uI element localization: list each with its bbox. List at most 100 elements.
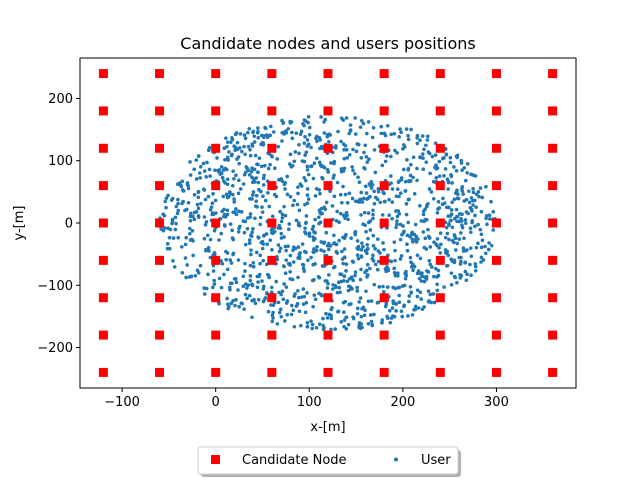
- user-point: [437, 246, 441, 250]
- user-point: [276, 300, 281, 305]
- legend-marker-user: [394, 457, 398, 462]
- user-point: [307, 233, 312, 238]
- user-point: [241, 182, 246, 186]
- user-point: [321, 327, 326, 332]
- user-point: [427, 151, 432, 156]
- user-point: [306, 258, 310, 262]
- user-point: [431, 180, 436, 184]
- user-point: [394, 302, 398, 306]
- user-point: [473, 224, 477, 229]
- user-point: [371, 216, 375, 221]
- user-point: [368, 313, 373, 317]
- user-point: [231, 210, 235, 215]
- user-point: [265, 242, 270, 246]
- user-point: [269, 124, 273, 129]
- user-point: [419, 279, 424, 283]
- user-point: [346, 288, 351, 293]
- user-point: [473, 262, 478, 266]
- user-point: [294, 218, 299, 223]
- user-point: [445, 263, 450, 268]
- user-point: [351, 147, 355, 152]
- user-point: [478, 227, 483, 232]
- user-point: [429, 300, 433, 305]
- user-point: [300, 242, 305, 246]
- user-point: [299, 323, 303, 328]
- user-point: [268, 133, 272, 138]
- user-point: [379, 131, 384, 136]
- user-point: [418, 290, 423, 295]
- user-point: [303, 153, 307, 157]
- user-point: [394, 225, 398, 230]
- user-point: [314, 156, 319, 161]
- user-point: [463, 218, 468, 222]
- user-point: [237, 304, 241, 309]
- user-point: [256, 297, 261, 302]
- user-point: [273, 166, 277, 171]
- user-point: [299, 129, 304, 134]
- user-point: [288, 253, 293, 258]
- user-point: [487, 241, 491, 245]
- user-point: [212, 278, 217, 283]
- user-point: [229, 140, 233, 144]
- user-point: [222, 272, 226, 277]
- y-tick-label: −100: [37, 279, 73, 294]
- user-point: [469, 273, 473, 278]
- user-point: [285, 192, 290, 197]
- user-point: [173, 215, 178, 220]
- user-point: [396, 271, 400, 275]
- user-point: [206, 194, 211, 199]
- user-point: [394, 194, 399, 199]
- user-point: [279, 236, 284, 240]
- user-point: [296, 245, 301, 249]
- user-point: [342, 324, 346, 329]
- user-point: [225, 267, 230, 272]
- user-point: [449, 257, 454, 262]
- user-point: [270, 214, 275, 219]
- user-point: [347, 302, 351, 307]
- user-point: [331, 287, 335, 291]
- user-point: [230, 183, 235, 188]
- user-point: [418, 256, 423, 261]
- user-point: [343, 192, 348, 197]
- user-point: [380, 213, 385, 217]
- candidate-node-point: [491, 106, 501, 116]
- user-point: [188, 238, 193, 242]
- user-point: [342, 247, 347, 251]
- user-point: [480, 195, 485, 200]
- user-point: [441, 156, 445, 161]
- user-point: [314, 248, 319, 253]
- candidate-node-point: [491, 218, 501, 228]
- user-point: [304, 214, 309, 218]
- user-point: [453, 236, 458, 241]
- user-point: [187, 231, 192, 236]
- user-point: [415, 271, 420, 276]
- user-point: [455, 155, 459, 160]
- user-point: [247, 293, 252, 298]
- user-point: [225, 195, 230, 200]
- user-point: [202, 236, 207, 241]
- user-point: [365, 160, 370, 164]
- user-point: [305, 168, 310, 172]
- user-point: [400, 314, 405, 319]
- user-point: [245, 227, 250, 231]
- user-point: [250, 315, 254, 320]
- user-point: [442, 201, 447, 205]
- user-point: [349, 236, 354, 240]
- user-point: [361, 305, 366, 310]
- user-point: [382, 199, 387, 204]
- user-point: [446, 180, 451, 185]
- candidate-node-point: [491, 143, 501, 153]
- user-point: [216, 168, 220, 173]
- user-point: [331, 176, 336, 180]
- user-point: [227, 304, 231, 309]
- user-point: [460, 187, 464, 191]
- user-point: [317, 160, 322, 165]
- user-point: [338, 211, 343, 216]
- user-point: [236, 230, 241, 234]
- user-point: [387, 308, 392, 313]
- user-point: [247, 241, 252, 246]
- candidate-node-point: [323, 218, 333, 228]
- user-point: [313, 237, 317, 241]
- user-point: [380, 320, 384, 325]
- user-point: [312, 277, 316, 282]
